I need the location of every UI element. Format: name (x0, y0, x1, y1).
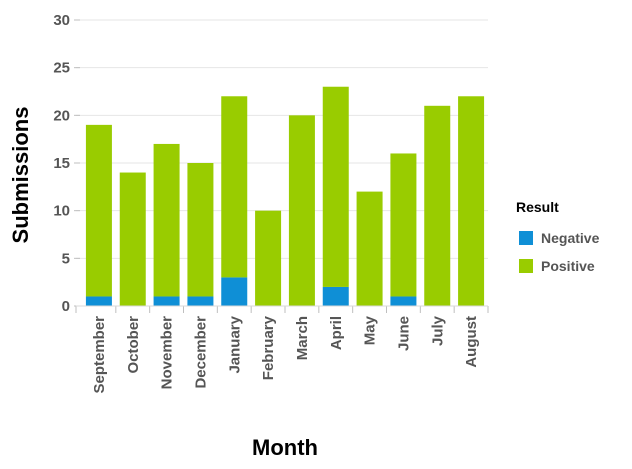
bar-positive-september (85, 124, 112, 297)
x-tick-label: February (260, 315, 277, 380)
bar-positive-march (288, 115, 315, 306)
x-tick-label: November (159, 316, 176, 390)
bar-negative-april (322, 286, 349, 306)
legend-title: Result (516, 199, 559, 215)
bar-negative-november (153, 296, 180, 306)
bar-negative-december (187, 296, 214, 306)
bar-negative-september (85, 296, 112, 306)
x-tick-label: March (294, 316, 311, 360)
legend-label-positive: Positive (541, 258, 595, 274)
y-tick-label: 0 (62, 298, 70, 315)
y-axis-title: Submissions (8, 107, 33, 244)
bar-positive-october (119, 172, 146, 306)
x-tick-label: January (226, 315, 243, 373)
legend-swatch-negative (519, 231, 533, 245)
bar-positive-may (356, 191, 383, 306)
bar-negative-january (221, 277, 248, 306)
bar-positive-november (153, 143, 180, 297)
legend-label-negative: Negative (541, 230, 600, 246)
x-axis-title: Month (252, 435, 318, 460)
y-tick-label: 5 (62, 250, 70, 267)
legend: Result Negative Positive (516, 199, 600, 274)
x-tick-label: June (395, 316, 412, 351)
bar-positive-april (322, 86, 349, 287)
x-tick-label: July (429, 315, 446, 346)
y-tick-label: 15 (53, 155, 70, 172)
x-tick-label: September (91, 316, 108, 394)
bar-positive-june (390, 153, 417, 297)
bar-negative-june (390, 296, 417, 306)
x-tick-label: August (463, 316, 480, 368)
x-tick-label: April (328, 316, 345, 350)
bar-positive-august (458, 96, 485, 307)
y-axis-ticks: 0 5 10 15 20 25 30 (53, 12, 80, 315)
y-tick-label: 10 (53, 203, 70, 220)
x-tick-label: December (192, 316, 209, 389)
y-tick-label: 25 (53, 60, 70, 77)
y-tick-label: 20 (53, 107, 70, 124)
legend-swatch-positive (519, 259, 533, 273)
y-tick-label: 30 (53, 12, 70, 29)
bar-positive-december (187, 163, 214, 297)
bar-positive-january (221, 96, 248, 278)
bar-positive-february (255, 210, 282, 306)
bar-positive-july (424, 105, 451, 306)
bars (85, 86, 485, 307)
x-tick-label: May (362, 315, 379, 345)
x-tick-label: October (125, 316, 142, 374)
x-axis-ticks: September October November December January F… (75, 306, 489, 394)
